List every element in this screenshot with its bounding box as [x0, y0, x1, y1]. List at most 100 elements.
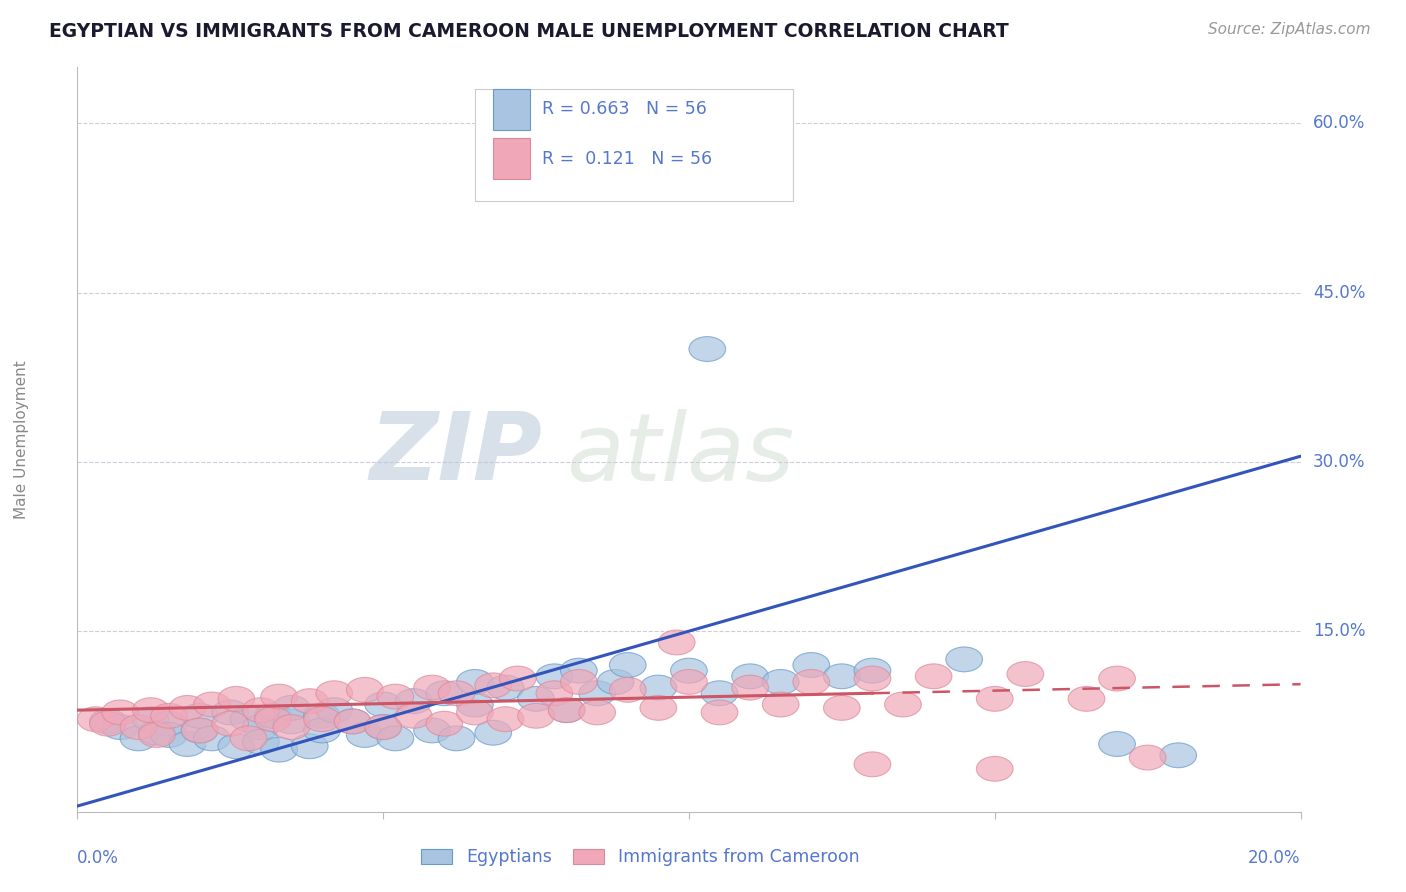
Text: 20.0%: 20.0%	[1249, 849, 1301, 867]
Ellipse shape	[1098, 666, 1136, 691]
Ellipse shape	[120, 714, 157, 739]
Ellipse shape	[181, 718, 218, 743]
Ellipse shape	[132, 706, 169, 731]
Text: 45.0%: 45.0%	[1313, 284, 1365, 301]
Ellipse shape	[101, 700, 139, 725]
Ellipse shape	[218, 734, 254, 759]
Ellipse shape	[1160, 743, 1197, 768]
Ellipse shape	[671, 670, 707, 694]
Ellipse shape	[689, 336, 725, 361]
Ellipse shape	[976, 756, 1014, 781]
Ellipse shape	[486, 706, 524, 731]
Ellipse shape	[254, 704, 291, 728]
Ellipse shape	[273, 714, 309, 739]
Legend: Egyptians, Immigrants from Cameroon: Egyptians, Immigrants from Cameroon	[420, 848, 859, 866]
Y-axis label: Male Unemployment: Male Unemployment	[14, 360, 28, 518]
Ellipse shape	[194, 726, 231, 751]
Ellipse shape	[273, 696, 309, 721]
Text: 15.0%: 15.0%	[1313, 622, 1365, 640]
Ellipse shape	[335, 709, 371, 734]
Ellipse shape	[377, 684, 413, 709]
Ellipse shape	[1129, 745, 1166, 770]
Ellipse shape	[169, 696, 205, 721]
Ellipse shape	[517, 704, 554, 728]
Ellipse shape	[499, 666, 536, 691]
Text: R =  0.121   N = 56: R = 0.121 N = 56	[543, 150, 713, 168]
Ellipse shape	[377, 726, 413, 751]
Ellipse shape	[1069, 687, 1105, 711]
Ellipse shape	[731, 675, 769, 700]
Ellipse shape	[254, 706, 291, 731]
Ellipse shape	[291, 689, 328, 714]
Ellipse shape	[181, 718, 218, 743]
Text: 30.0%: 30.0%	[1313, 453, 1365, 471]
Ellipse shape	[138, 723, 176, 747]
Ellipse shape	[853, 752, 891, 777]
Ellipse shape	[304, 704, 340, 728]
Ellipse shape	[884, 692, 921, 717]
Ellipse shape	[426, 711, 463, 736]
Ellipse shape	[138, 721, 176, 745]
Ellipse shape	[132, 698, 169, 723]
Ellipse shape	[426, 681, 463, 706]
Ellipse shape	[335, 709, 371, 734]
Ellipse shape	[90, 709, 127, 734]
Text: 0.0%: 0.0%	[77, 849, 120, 867]
Ellipse shape	[457, 692, 494, 717]
Ellipse shape	[169, 731, 205, 756]
Ellipse shape	[946, 647, 983, 672]
Ellipse shape	[609, 677, 647, 702]
Ellipse shape	[262, 684, 298, 709]
Ellipse shape	[457, 670, 494, 694]
Ellipse shape	[395, 704, 432, 728]
Ellipse shape	[181, 704, 218, 728]
Ellipse shape	[1007, 662, 1043, 687]
Ellipse shape	[486, 675, 524, 700]
Ellipse shape	[316, 681, 353, 706]
Ellipse shape	[853, 658, 891, 683]
Ellipse shape	[346, 677, 382, 702]
Text: R = 0.663   N = 56: R = 0.663 N = 56	[543, 101, 707, 119]
Ellipse shape	[475, 673, 512, 698]
Ellipse shape	[150, 704, 187, 728]
Ellipse shape	[291, 734, 328, 759]
Ellipse shape	[212, 700, 249, 725]
Ellipse shape	[242, 698, 280, 723]
Text: EGYPTIAN VS IMMIGRANTS FROM CAMEROON MALE UNEMPLOYMENT CORRELATION CHART: EGYPTIAN VS IMMIGRANTS FROM CAMEROON MAL…	[49, 22, 1010, 41]
Ellipse shape	[702, 700, 738, 725]
Ellipse shape	[762, 692, 799, 717]
Ellipse shape	[915, 664, 952, 689]
Ellipse shape	[101, 714, 139, 739]
Ellipse shape	[658, 630, 695, 655]
Ellipse shape	[793, 670, 830, 694]
Text: ZIP: ZIP	[370, 409, 543, 500]
Ellipse shape	[457, 700, 494, 725]
Ellipse shape	[273, 709, 309, 734]
Ellipse shape	[640, 675, 676, 700]
Ellipse shape	[231, 706, 267, 731]
Ellipse shape	[671, 658, 707, 683]
Ellipse shape	[90, 711, 127, 736]
Ellipse shape	[824, 696, 860, 721]
Ellipse shape	[364, 692, 402, 717]
Ellipse shape	[561, 658, 598, 683]
Ellipse shape	[150, 711, 187, 736]
Ellipse shape	[231, 726, 267, 751]
Ellipse shape	[395, 689, 432, 714]
Ellipse shape	[262, 737, 298, 762]
Ellipse shape	[346, 723, 382, 747]
Ellipse shape	[536, 681, 572, 706]
Ellipse shape	[304, 706, 340, 731]
Ellipse shape	[561, 670, 598, 694]
Ellipse shape	[762, 670, 799, 694]
Ellipse shape	[640, 696, 676, 721]
Ellipse shape	[548, 698, 585, 723]
Ellipse shape	[517, 687, 554, 711]
Ellipse shape	[824, 664, 860, 689]
Ellipse shape	[413, 718, 450, 743]
Bar	[494, 89, 530, 130]
Ellipse shape	[364, 714, 402, 739]
Ellipse shape	[242, 730, 280, 754]
Ellipse shape	[150, 723, 187, 747]
Ellipse shape	[475, 721, 512, 745]
